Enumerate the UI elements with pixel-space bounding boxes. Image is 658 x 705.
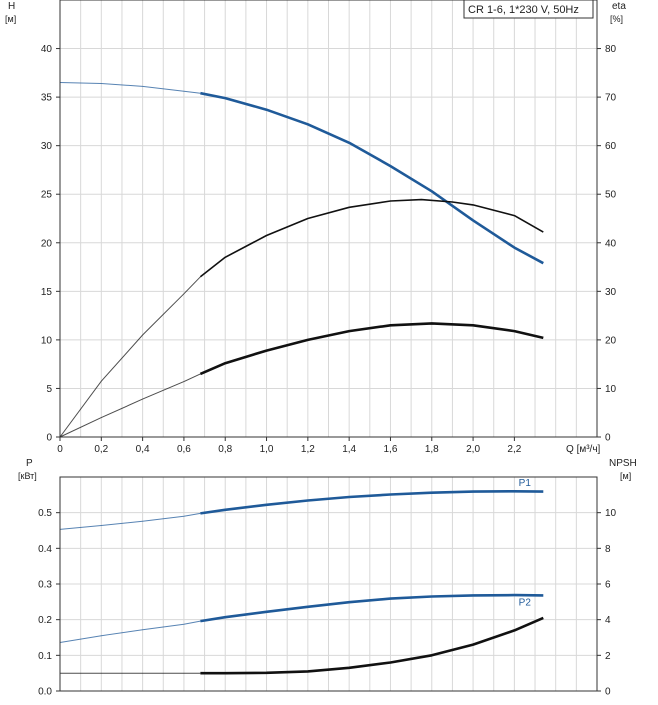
y-tick-label-left: 0.2 bbox=[38, 615, 52, 626]
efficiency-curve-eta-2 bbox=[199, 322, 544, 376]
npsh-axis-title: NPSH bbox=[609, 458, 637, 469]
y-axis-title-left: H bbox=[8, 1, 15, 12]
y-tick-label-left: 30 bbox=[41, 141, 53, 152]
x-tick-label: 1,4 bbox=[342, 444, 356, 455]
y-axis-unit-left: [м] bbox=[5, 14, 16, 24]
y-tick-label-left: 25 bbox=[41, 190, 53, 201]
npsh-curve bbox=[200, 616, 544, 675]
y-tick-label-right: 70 bbox=[605, 93, 617, 104]
x-tick-label: 0,4 bbox=[136, 444, 150, 455]
y-tick-label-right: 80 bbox=[605, 44, 617, 55]
y-tick-label-right: 0 bbox=[605, 433, 611, 444]
y-tick-label-left: 0.5 bbox=[38, 508, 52, 519]
x-axis-label: Q [м³/ч] bbox=[566, 444, 601, 455]
legend-box-text: CR 1-6, 1*230 V, 50Hz bbox=[468, 4, 579, 16]
y-tick-label-left: 15 bbox=[41, 287, 53, 298]
p-axis-unit: [кВт] bbox=[18, 471, 37, 481]
x-tick-label: 2,0 bbox=[466, 444, 480, 455]
y-tick-label-right: 10 bbox=[605, 384, 617, 395]
power-curve-p1-extrapolated bbox=[59, 512, 201, 530]
power-curve-p1 bbox=[200, 489, 544, 515]
x-tick-label: 2,2 bbox=[507, 444, 521, 455]
y-tick-label-right: 50 bbox=[605, 190, 617, 201]
head-curve-extrapolated bbox=[59, 82, 201, 94]
y-tick-label-right: 10 bbox=[605, 508, 617, 519]
head-curve bbox=[200, 91, 544, 265]
y-tick-label-right: 2 bbox=[605, 651, 611, 662]
legend-box: CR 1-6, 1*230 V, 50Hz bbox=[463, 0, 594, 19]
y-tick-label-right: 20 bbox=[605, 335, 617, 346]
x-tick-label: 0,6 bbox=[177, 444, 191, 455]
efficiency-curve-eta bbox=[199, 198, 544, 278]
y-tick-label-left: 0.0 bbox=[38, 687, 52, 698]
y-axis-title-right: eta bbox=[612, 1, 626, 12]
x-tick-label: 1,8 bbox=[425, 444, 439, 455]
p-axis-title: P bbox=[26, 458, 33, 469]
power-curve-p2 bbox=[200, 593, 544, 623]
x-tick-label: 1,6 bbox=[384, 444, 398, 455]
y-tick-label-right: 6 bbox=[605, 580, 611, 591]
y-tick-label-left: 0.3 bbox=[38, 580, 52, 591]
y-tick-label-left: 0.4 bbox=[38, 544, 52, 555]
y-tick-label-left: 40 bbox=[41, 44, 53, 55]
x-tick-label: 1,0 bbox=[260, 444, 274, 455]
y-tick-label-right: 4 bbox=[605, 615, 611, 626]
efficiency-curve-eta-extrapolated bbox=[59, 276, 201, 438]
y-axis-unit-right: [%] bbox=[610, 14, 623, 24]
y-tick-label-left: 0.1 bbox=[38, 651, 52, 662]
y-tick-label-right: 0 bbox=[605, 687, 611, 698]
y-tick-label-left: 35 bbox=[41, 93, 53, 104]
x-tick-label: 0,2 bbox=[94, 444, 108, 455]
series-label-p1: P1 bbox=[519, 478, 532, 489]
series-label-p2: P2 bbox=[519, 597, 532, 608]
y-tick-label-right: 60 bbox=[605, 141, 617, 152]
y-tick-label-right: 30 bbox=[605, 287, 617, 298]
y-tick-label-left: 20 bbox=[41, 238, 53, 249]
x-tick-label: 0,8 bbox=[218, 444, 232, 455]
top-panel-frame bbox=[59, 0, 598, 438]
x-tick-label: 0 bbox=[57, 444, 63, 455]
y-tick-label-left: 10 bbox=[41, 335, 53, 346]
y-tick-label-right: 40 bbox=[605, 238, 617, 249]
efficiency-curve-eta-2-extrapolated bbox=[59, 373, 201, 438]
power-curve-p2-extrapolated bbox=[59, 620, 201, 643]
y-tick-label-right: 8 bbox=[605, 544, 611, 555]
y-tick-label-left: 5 bbox=[46, 384, 52, 395]
x-tick-label: 1,2 bbox=[301, 444, 315, 455]
npsh-axis-unit: [м] bbox=[620, 471, 631, 481]
y-tick-label-left: 0 bbox=[46, 433, 52, 444]
